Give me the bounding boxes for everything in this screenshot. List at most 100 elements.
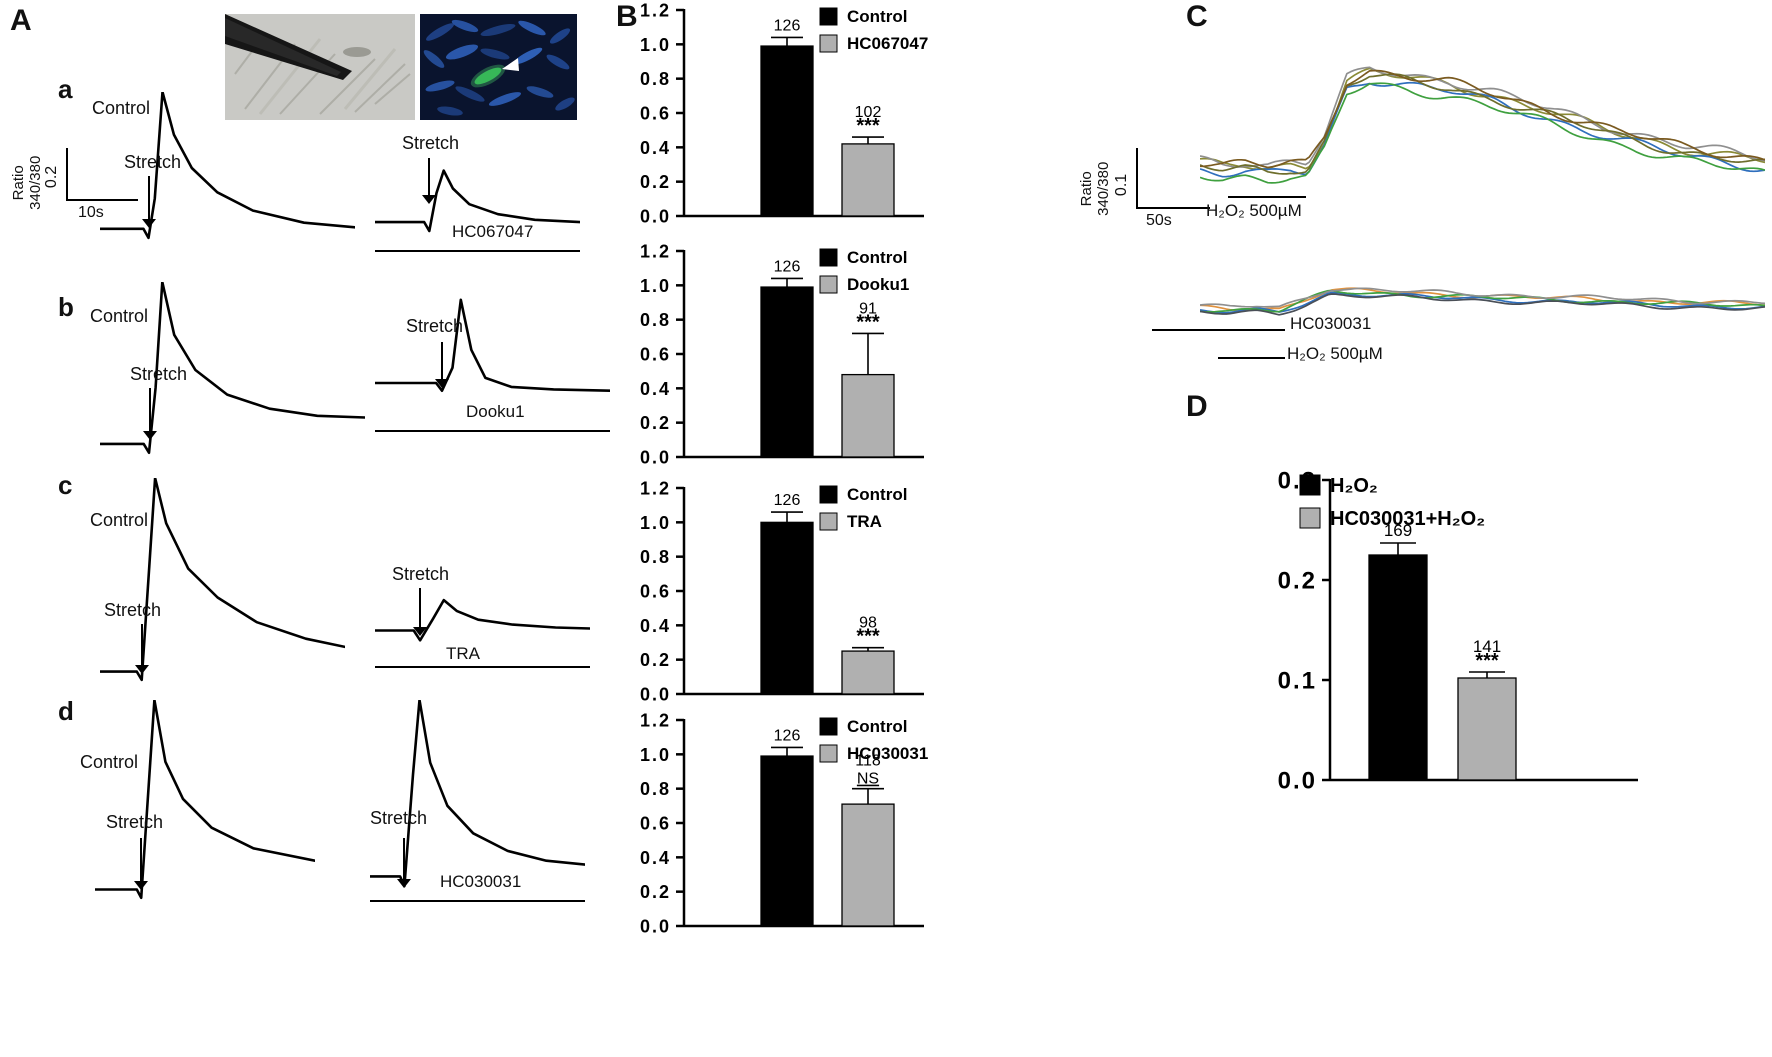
h2o2-label-2: H₂O₂ 500µM [1287,344,1383,363]
trace-a-control [98,90,357,244]
svg-text:0.6: 0.6 [640,103,671,123]
bar-chart-hc067047: 0.0 0.2 0.4 0.6 0.8 1.0 1.2 126 *** 102 Control HC0… [622,0,1042,226]
svg-text:Control: Control [847,7,907,26]
svg-text:H₂O₂: H₂O₂ [1330,475,1378,497]
svg-text:0.1: 0.1 [1278,668,1317,695]
svg-text:0.4: 0.4 [640,616,671,636]
panel-b-label: B [616,0,638,33]
svg-text:Dooku1: Dooku1 [847,275,909,294]
svg-text:Control: Control [847,248,907,267]
svg-text:126: 126 [774,492,801,509]
svg-text:Control: Control [847,485,907,504]
svg-text:102: 102 [855,104,882,121]
fluorescence-micrograph [420,14,577,120]
panel-a-label: A [10,4,32,37]
svg-text:1.0: 1.0 [640,745,671,765]
svg-text:118: 118 [855,753,881,770]
stretch-arrow [421,158,437,204]
h2o2-application-bar [1228,196,1306,198]
row-a-control-label: Control [92,98,151,118]
cell-shadow [343,47,371,57]
row-b-control-label: Control [90,306,149,326]
arrowhead-marker [502,58,519,71]
stretch-label: Stretch [104,600,162,620]
svg-text:0.2: 0.2 [1278,568,1317,595]
svg-text:TRA: TRA [847,512,882,531]
stretch-label: Stretch [106,812,164,832]
panel-c-label: C [1186,0,1208,33]
panel-a-ylabel: Ratio 340/380 [10,155,44,210]
brightfield-micrograph [225,14,415,120]
row-c-drug-bar [375,666,590,668]
trace-hc030031-h2o2 [1199,253,1766,333]
trace-a-drug [373,128,582,240]
panel-c-scalebar [1136,148,1210,209]
trace-c-control [98,476,347,684]
svg-text:0.0: 0.0 [640,916,671,934]
panel-c-yscale-value: 0.1 [1113,173,1131,197]
svg-text:1.0: 1.0 [640,35,671,55]
row-c-drug-label: TRA [446,644,480,663]
svg-text:HC030031: HC030031 [847,744,928,763]
stretch-label: Stretch [392,564,450,584]
h2o2-label: H₂O₂ 500µM [1206,201,1302,220]
svg-text:126: 126 [774,17,801,34]
hc030031-application-bar [1152,329,1285,331]
svg-text:0.8: 0.8 [640,310,671,330]
row-c-control-label: Control [90,510,149,530]
row-b-label: b [58,292,74,322]
bar-chart-dooku1: 0.0 0.2 0.4 0.6 0.8 1.0 1.2 126 *** 91 Control Dook… [622,241,1042,467]
row-c-label: c [58,470,73,500]
svg-text:0.8: 0.8 [640,69,671,89]
stretch-arrow [396,838,412,888]
panel-c-xscale-value: 50s [1146,212,1172,229]
svg-text:0.8: 0.8 [640,779,671,799]
svg-text:Control: Control [847,717,907,736]
svg-text:169: 169 [1384,521,1412,540]
stretch-label: Stretch [406,316,464,336]
stretch-arrow [141,176,157,228]
panel-a-xscale-value: 10s [78,204,104,221]
svg-text:HC067047: HC067047 [847,34,928,53]
svg-text:126: 126 [774,727,801,744]
row-b-drug-label: Dooku1 [466,402,525,421]
stretch-arrow [434,342,450,388]
svg-text:0.8: 0.8 [640,547,671,567]
stretch-arrow [142,388,158,440]
svg-text:0.6: 0.6 [640,813,671,833]
panel-d-label: D [1186,390,1208,423]
svg-text:0.4: 0.4 [640,138,671,158]
svg-text:0.2: 0.2 [640,413,671,433]
svg-text:1.2: 1.2 [640,2,671,20]
row-d-control-label: Control [80,752,139,772]
stretch-arrow [133,838,149,890]
stretch-label: Stretch [124,152,182,172]
svg-text:0.6: 0.6 [640,581,671,601]
svg-text:1.2: 1.2 [640,480,671,498]
svg-text:0.0: 0.0 [640,684,671,702]
trace-h2o2 [1199,52,1766,220]
panel-a-yscale-value: 0.2 [43,165,61,189]
svg-text:98: 98 [859,615,877,632]
svg-text:HC030031+H₂O₂: HC030031+H₂O₂ [1330,508,1485,530]
trace-b-control [98,280,367,458]
svg-text:1.2: 1.2 [640,712,671,730]
stretch-label: Stretch [370,808,428,828]
stretch-arrow [412,588,428,636]
row-d-drug-bar [370,900,585,902]
row-b-drug-bar [375,430,610,432]
row-a-drug-bar [375,250,580,252]
row-d-label: d [58,696,74,726]
svg-text:91: 91 [859,300,877,317]
svg-text:141: 141 [1473,637,1501,656]
row-a-drug-label: HC067047 [452,222,534,241]
svg-text:NS: NS [857,771,879,788]
svg-text:1.0: 1.0 [640,513,671,533]
svg-text:126: 126 [774,258,801,275]
stretch-label: Stretch [130,364,188,384]
stretch-label: Stretch [402,133,460,153]
svg-text:***: *** [856,115,880,137]
panel-a-scalebar [66,148,138,201]
svg-text:***: *** [856,311,880,333]
